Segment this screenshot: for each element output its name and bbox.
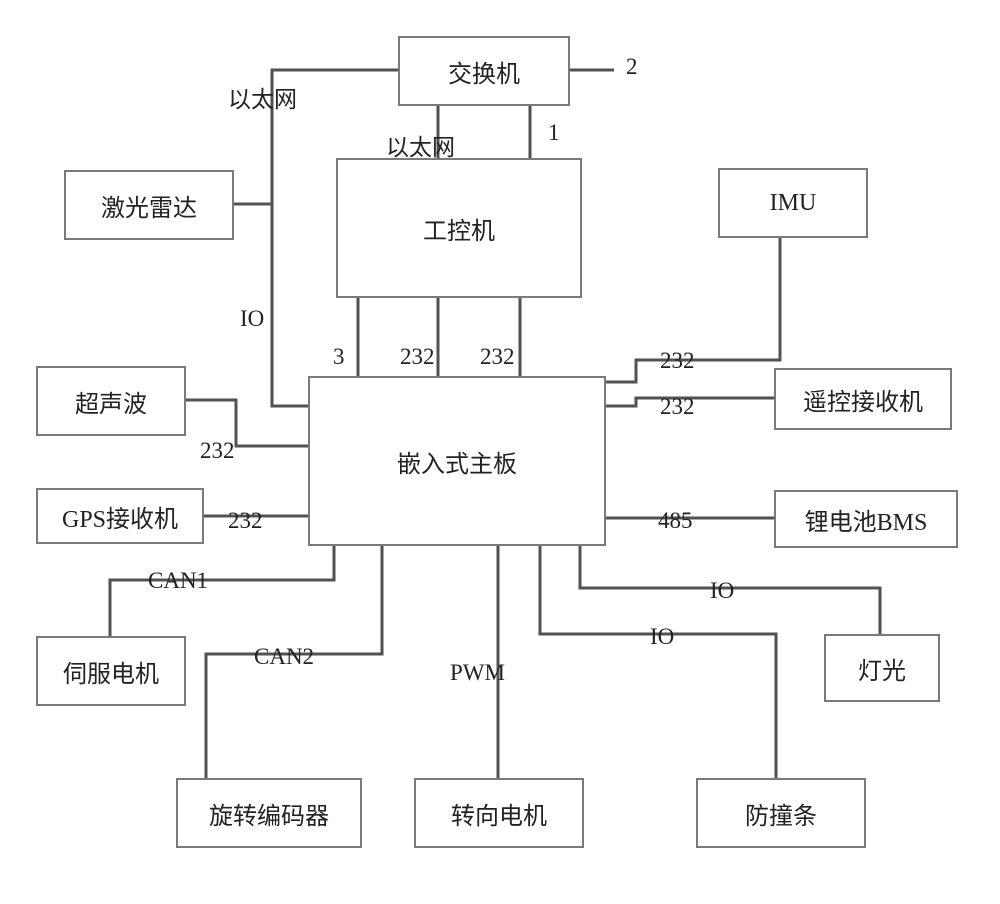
- node-ipc: 工控机: [336, 158, 582, 298]
- label-p232e: 232: [200, 438, 235, 464]
- label-p232a: 232: [400, 344, 435, 370]
- node-servo: 伺服电机: [36, 636, 186, 706]
- label-p232c: 232: [660, 348, 695, 374]
- label-pwm: PWM: [450, 660, 505, 686]
- label-num3: 3: [333, 344, 345, 370]
- node-rotary: 旋转编码器: [176, 778, 362, 848]
- label-can2: CAN2: [254, 644, 314, 670]
- node-lidar: 激光雷达: [64, 170, 234, 240]
- node-imu: IMU: [718, 168, 868, 238]
- node-bms: 锂电池BMS: [774, 490, 958, 548]
- label-num2: 2: [626, 54, 638, 80]
- label-io_rt: IO: [710, 578, 734, 604]
- node-mainmcu: 嵌入式主板: [308, 376, 606, 546]
- label-p232b: 232: [480, 344, 515, 370]
- node-light: 灯光: [824, 634, 940, 702]
- label-p232f: 232: [228, 508, 263, 534]
- node-gps: GPS接收机: [36, 488, 204, 544]
- node-ultra: 超声波: [36, 366, 186, 436]
- wire-servo-mcu: [110, 546, 334, 636]
- label-p232d: 232: [660, 394, 695, 420]
- wire-bumper-mcu: [540, 546, 776, 778]
- node-switch: 交换机: [398, 36, 570, 106]
- node-steer: 转向电机: [414, 778, 584, 848]
- label-num1: 1: [548, 120, 560, 146]
- node-rc: 遥控接收机: [774, 368, 952, 430]
- label-p485: 485: [658, 508, 693, 534]
- label-io_rb: IO: [650, 624, 674, 650]
- label-eth1: 以太网: [228, 80, 297, 114]
- label-eth2: 以太网: [386, 128, 455, 162]
- label-io_top: IO: [240, 306, 264, 332]
- node-bumper: 防撞条: [696, 778, 866, 848]
- label-can1: CAN1: [148, 568, 208, 594]
